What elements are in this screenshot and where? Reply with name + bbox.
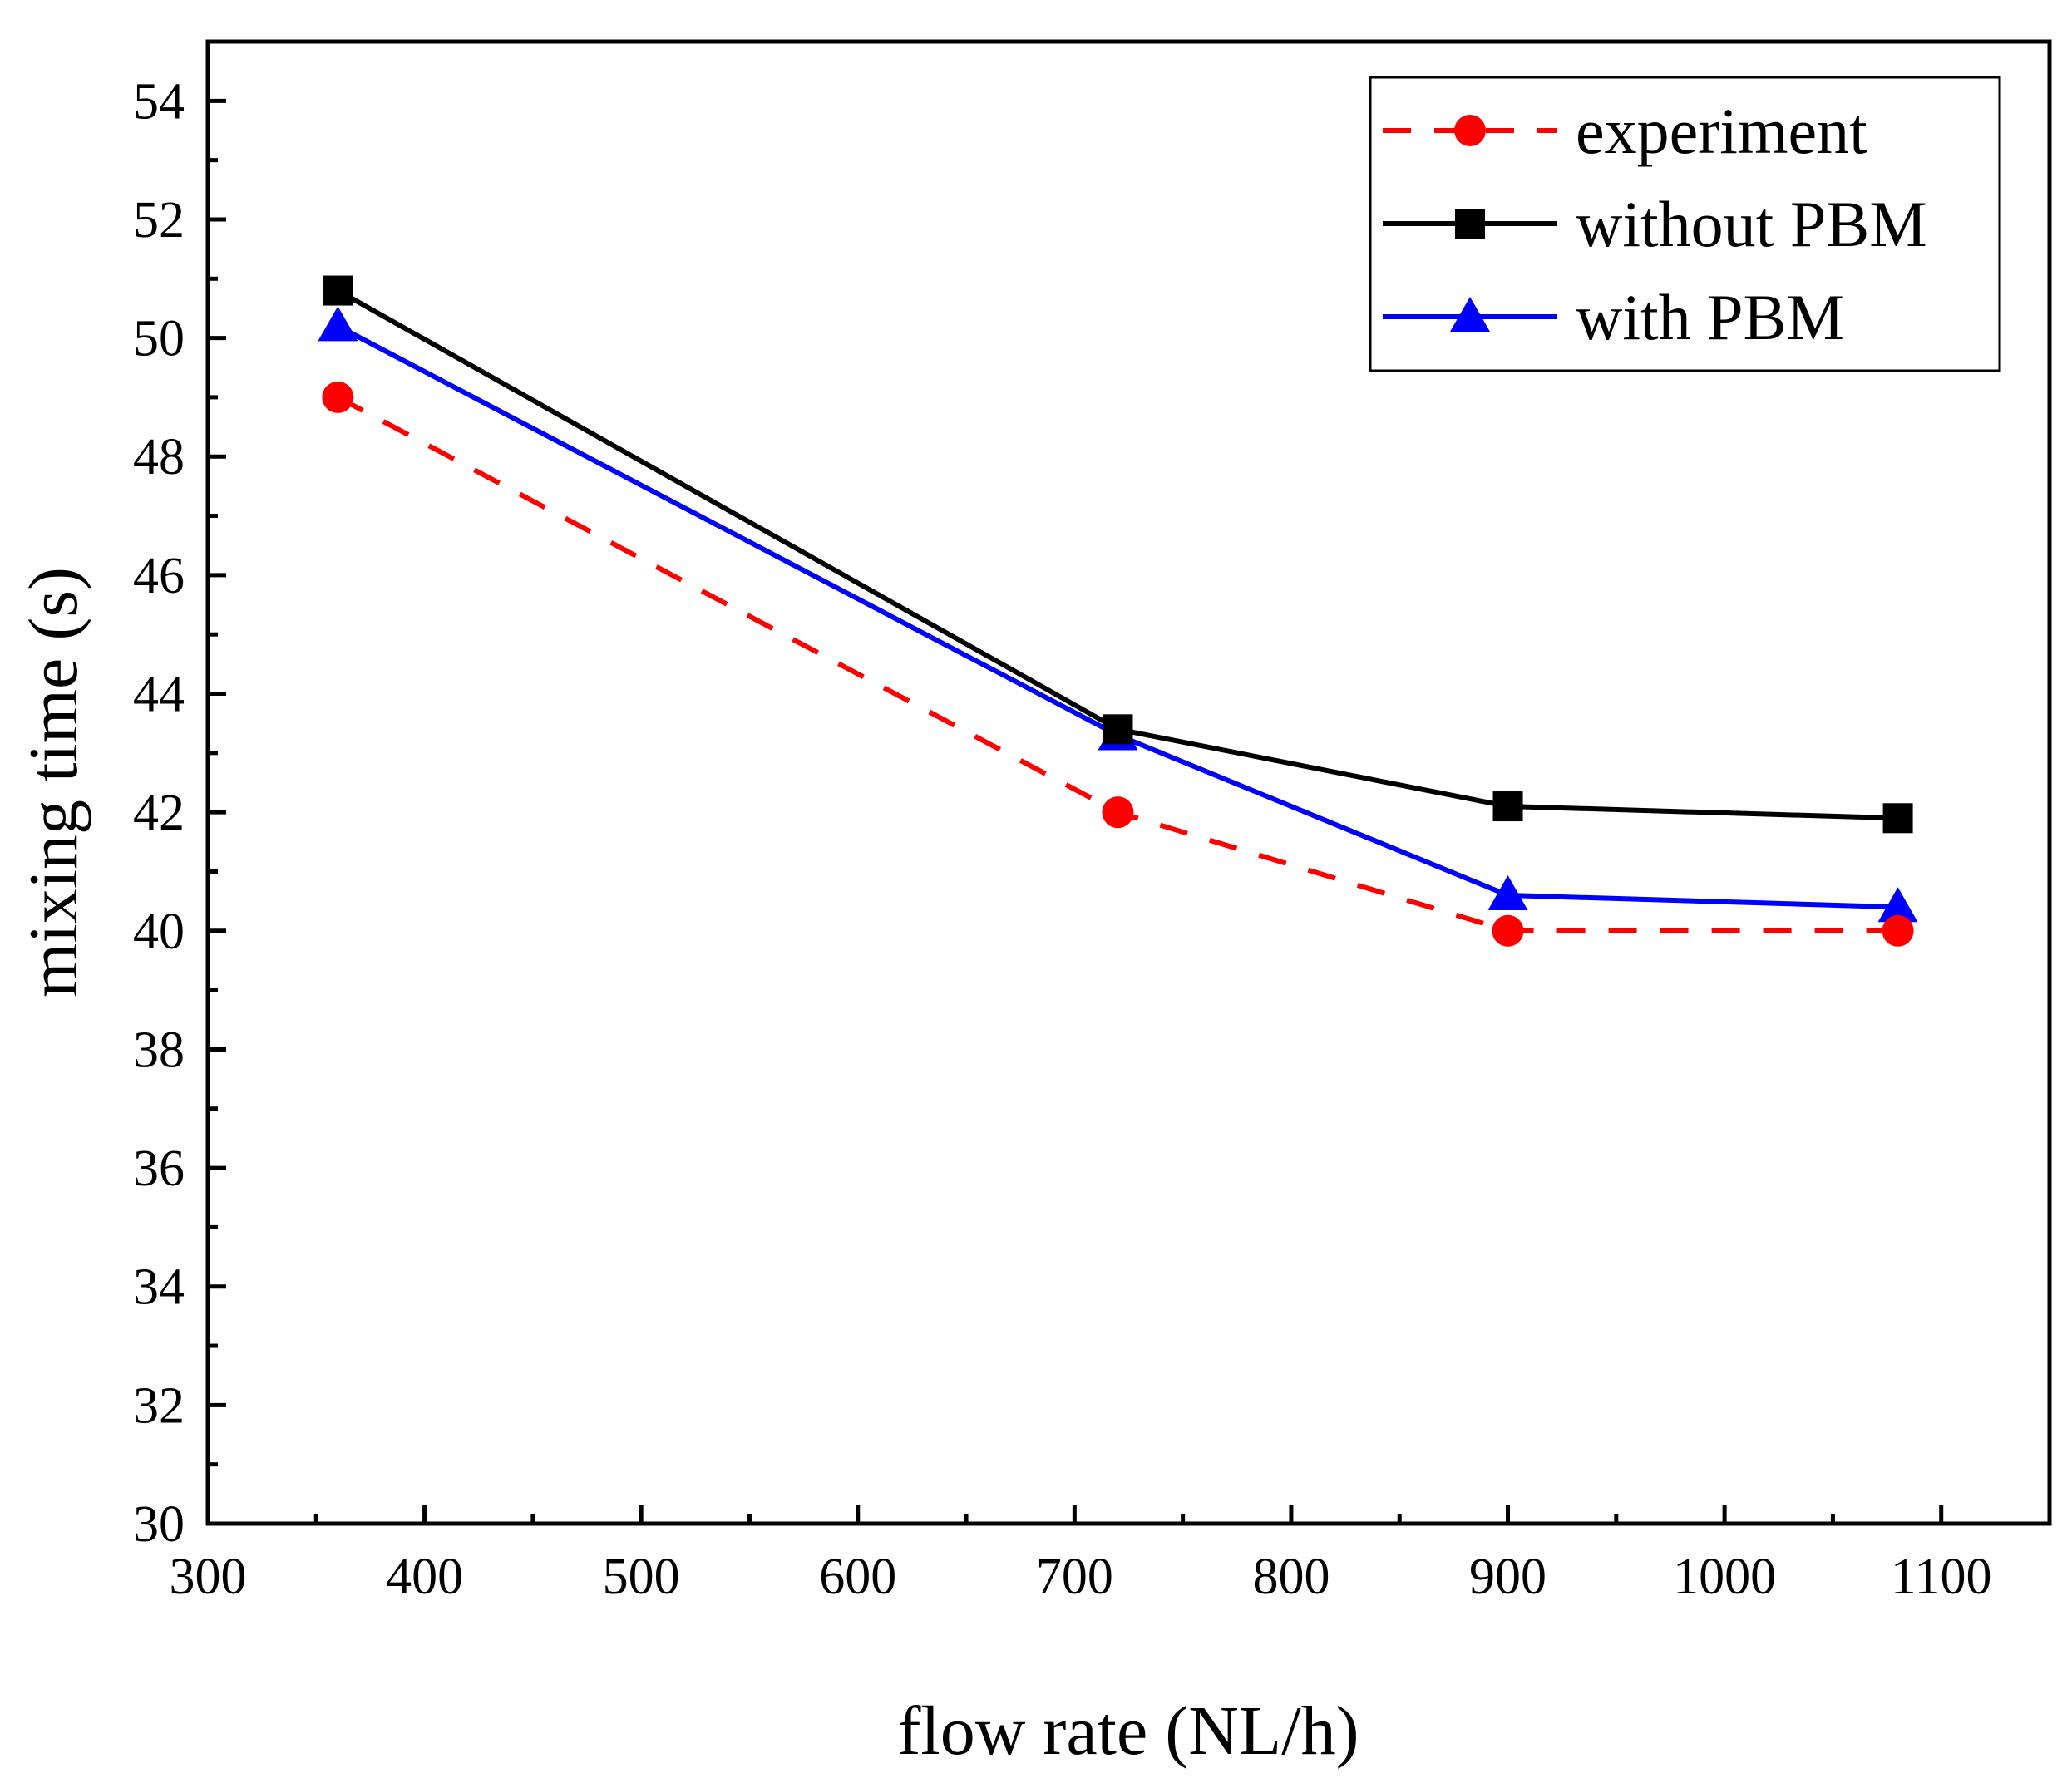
plot-frame [205,39,2052,1526]
x-tick-label: 700 [1036,1549,1113,1605]
x-tick-label: 1100 [1891,1549,1992,1605]
y-tick-label: 34 [133,1259,185,1316]
y-axis: 30 32 34 36 38 40 42 44 46 48 50 52 54 [133,73,226,1553]
y-tick-label: 36 [133,1140,185,1197]
series-with-pbm [318,306,1918,923]
x-axis: 300 400 500 600 700 800 900 1000 1100 [170,1505,1992,1605]
series-line-with-pbm [336,323,1898,910]
series-line-without-pbm [336,288,1898,821]
y-tick-label: 46 [133,548,185,604]
series-line-experiment [336,395,1898,933]
data-point-experiment [1492,914,1524,947]
data-point-with-pbm [318,306,358,342]
y-tick-label: 30 [133,1496,185,1553]
series-experiment [322,381,1914,947]
y-tick-label: 50 [133,311,185,367]
data-point-with-pbm [1877,887,1918,923]
legend-marker-experiment [1454,115,1486,146]
x-tick-label: 400 [386,1549,463,1605]
plot-series [318,275,1918,947]
x-tick-label: 300 [170,1549,247,1605]
data-point-without-pbm [1882,803,1913,834]
y-tick-label: 54 [133,73,185,130]
y-tick-label: 38 [133,1022,185,1078]
legend-item-experiment: experiment [1383,95,1867,167]
x-tick-label: 1000 [1673,1549,1776,1605]
x-tick-label: 900 [1469,1549,1547,1605]
y-tick-label: 32 [133,1377,185,1434]
series-without-pbm [323,275,1913,834]
legend-label-experiment: experiment [1576,95,1867,167]
legend-item-with-pbm: with PBM [1383,281,1844,353]
y-axis-title: mixing time (s) [15,567,92,997]
x-tick-label: 500 [603,1549,680,1605]
data-point-without-pbm [1492,791,1523,822]
data-point-without-pbm [1103,714,1133,745]
data-point-experiment [1102,796,1134,829]
x-tick-label: 800 [1252,1549,1330,1605]
legend-item-without-pbm: without PBM [1383,188,1927,260]
y-tick-label: 40 [133,904,185,960]
legend-label-with-pbm: with PBM [1576,281,1844,353]
y-tick-label: 42 [133,785,185,841]
data-point-with-pbm [1487,875,1528,911]
legend-marker-without-pbm [1455,209,1485,239]
legend-marker-with-pbm [1450,297,1490,332]
data-point-experiment [322,381,354,413]
legend-label-without-pbm: without PBM [1576,188,1927,260]
data-point-experiment [1882,914,1914,947]
legend: experiment without PBM with PBM [1369,76,2001,372]
y-tick-label: 52 [133,192,185,249]
data-point-without-pbm [323,275,353,306]
x-tick-label: 600 [819,1549,896,1605]
y-tick-label: 44 [133,667,185,723]
y-tick-label: 48 [133,429,185,485]
x-axis-title: flow rate (NL/h) [897,1692,1359,1770]
